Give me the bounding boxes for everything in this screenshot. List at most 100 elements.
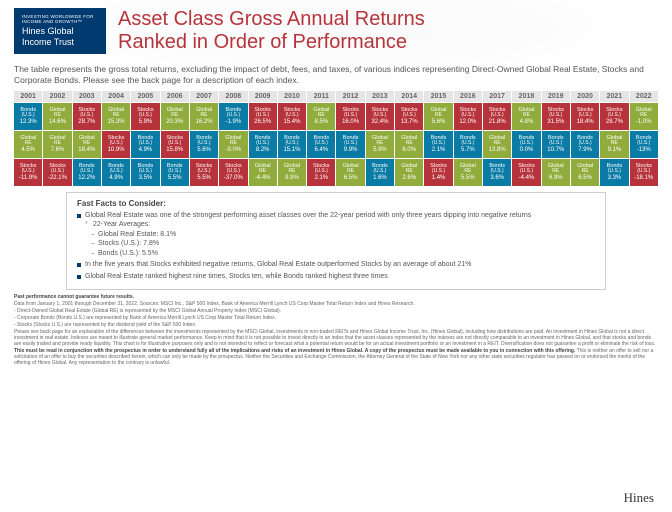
year-header: 2005 (131, 91, 159, 102)
grid-cell: GlobalRE2.6% (395, 159, 423, 186)
year-header: 2018 (512, 91, 540, 102)
fact-item: Global Real Estate was one of the strong… (77, 211, 595, 258)
grid-cell: GlobalRE-9.0% (219, 131, 247, 158)
grid-cell: Stocks(U.S.)21.8% (483, 103, 511, 130)
grid-cell: Bonds(U.S.)6.4% (307, 131, 335, 158)
grid-cell: Bonds(U.S.)15.1% (278, 131, 306, 158)
rank-row-3: Stocks(U.S.)-11.9%Stocks(U.S.)-22.1%Bond… (14, 159, 658, 186)
year-header: 2011 (307, 91, 335, 102)
grid-cell: Stocks(U.S.)-4.4% (512, 159, 540, 186)
fact-sub-item: Bonds (U.S.): 5.5% (91, 249, 595, 258)
year-header: 2015 (424, 91, 452, 102)
grid-cell: GlobalRE6.0% (395, 131, 423, 158)
facts-title: Fast Facts to Consider: (77, 199, 595, 208)
grid-cell: GlobalRE4.8% (512, 103, 540, 130)
facts-list: Global Real Estate was one of the strong… (77, 211, 595, 281)
grid-cell: GlobalRE9.1% (600, 131, 628, 158)
grid-cell: Bonds(U.S.)7.9% (571, 131, 599, 158)
grid-cell: GlobalRE6.5% (336, 159, 364, 186)
year-row: 2001200220032004200520062007200820092010… (14, 91, 658, 102)
brand-logo: INVESTING WORLDWIDE FOR INCOME AND GROWT… (14, 8, 106, 54)
logo-tagline: INVESTING WORLDWIDE FOR INCOME AND GROWT… (22, 14, 98, 24)
disc-p2: Please see back page for an explanation … (14, 329, 658, 347)
grid-cell: GlobalRE-4.4% (249, 159, 277, 186)
returns-grid: 2001200220032004200520062007200820092010… (0, 91, 672, 186)
disclaimer: Past performance cannot guarantee future… (0, 294, 672, 366)
grid-cell: GlobalRE15.3% (102, 103, 130, 130)
grid-cell: GlobalRE5.5% (454, 159, 482, 186)
page-title: Asset Class Gross Annual ReturnsRanked i… (118, 8, 425, 54)
grid-cell: Bonds(U.S.)3.6% (483, 159, 511, 186)
year-header: 2007 (190, 91, 218, 102)
year-header: 2020 (571, 91, 599, 102)
year-header: 2017 (483, 91, 511, 102)
fact-item: In the five years that Stocks exhibited … (77, 260, 595, 269)
grid-cell: Stocks(U.S.)32.4% (366, 103, 394, 130)
grid-cell: GlobalRE5.9% (366, 131, 394, 158)
grid-cell: Bonds(U.S.)3.3% (600, 159, 628, 186)
grid-cell: Bonds(U.S.)12.3% (14, 103, 42, 130)
rank-row-2: GlobalRE4.5%GlobalRE7.6%GlobalRE18.4% Sto… (14, 131, 658, 158)
grid-cell: Bonds(U.S.)-1.9% (219, 103, 247, 130)
fact-sub-header: 22-Year Averages: (85, 220, 595, 229)
grid-cell: Stocks(U.S.)2.1% (307, 159, 335, 186)
grid-cell: Bonds(U.S.)2.1% (424, 131, 452, 158)
year-header: 2013 (366, 91, 394, 102)
grid-cell: GlobalRE8.5% (307, 103, 335, 130)
year-header: 2008 (219, 91, 247, 102)
grid-cell: Bonds(U.S.)0.0% (512, 131, 540, 158)
grid-cell: Bonds(U.S.)3.5% (131, 159, 159, 186)
grid-cell: Bonds(U.S.)9.9% (336, 131, 364, 158)
grid-cell: GlobalRE7.6% (43, 131, 71, 158)
grid-cell: GlobalRE20.3% (161, 103, 189, 130)
grid-cell: Bonds(U.S.)1.6% (366, 159, 394, 186)
year-header: 2006 (161, 91, 189, 102)
logo-name: Hines Global Income Trust (22, 26, 98, 48)
grid-cell: Stocks(U.S.)31.5% (542, 103, 570, 130)
year-header: 2009 (249, 91, 277, 102)
disc-b3: - Stocks (Stocks U.S.) are represented b… (14, 322, 658, 328)
grid-cell: GlobalRE-1.0% (630, 103, 658, 130)
grid-cell: GlobalRE14.6% (43, 103, 71, 130)
grid-cell: Stocks(U.S.)18.4% (571, 103, 599, 130)
year-header: 2014 (395, 91, 423, 102)
grid-cell: Stocks(U.S.)13.7% (395, 103, 423, 130)
grid-cell: Bonds(U.S.)5.6% (190, 131, 218, 158)
year-header: 2001 (14, 91, 42, 102)
grid-cell: Stocks(U.S.)1.4% (424, 159, 452, 186)
grid-cell: Bonds(U.S.)5.5% (161, 159, 189, 186)
disc-b2: - Corporate Bonds (Bonds U.S.) are repre… (14, 315, 658, 321)
fast-facts-box: Fast Facts to Consider: Global Real Esta… (66, 192, 606, 290)
grid-cell: Bonds(U.S.)4.9% (131, 131, 159, 158)
grid-cell: Bonds(U.S.)12.2% (73, 159, 101, 186)
fact-item: Global Real Estate ranked highest nine t… (77, 272, 595, 281)
year-header: 2022 (630, 91, 658, 102)
grid-cell: Stocks(U.S.)-22.1% (43, 159, 71, 186)
grid-cell: GlobalRE13.8% (483, 131, 511, 158)
year-header: 2003 (73, 91, 101, 102)
disc-p1: Data from January 1, 2001 through Decemb… (14, 301, 658, 307)
grid-cell: Stocks(U.S.)-37.0% (219, 159, 247, 186)
grid-cell: Stocks(U.S.)5.9% (131, 103, 159, 130)
grid-cell: GlobalRE18.4% (73, 131, 101, 158)
fact-sub-item: Global Real Estate: 8.1% (91, 230, 595, 239)
grid-cell: Stocks(U.S.)28.7% (600, 103, 628, 130)
year-header: 2012 (336, 91, 364, 102)
grid-cell: Bonds(U.S.)8.2% (249, 131, 277, 158)
grid-cell: GlobalRE9.9% (278, 159, 306, 186)
grid-cell: GlobalRE4.5% (14, 131, 42, 158)
grid-cell: GlobalRE5.6% (424, 103, 452, 130)
year-header: 2002 (43, 91, 71, 102)
disc-bold1: Past performance cannot guarantee future… (14, 294, 134, 300)
grid-cell: Stocks(U.S.)12.0% (454, 103, 482, 130)
fact-sub-item: Stocks (U.S.): 7.8% (91, 239, 595, 248)
disc-b1: - Direct-Owned Global Real Estate (Globa… (14, 308, 658, 314)
grid-cell: Stocks(U.S.)15.8% (161, 131, 189, 158)
grid-cell: Bonds(U.S.)5.7% (454, 131, 482, 158)
year-header: 2010 (278, 91, 306, 102)
year-header: 2019 (542, 91, 570, 102)
grid-cell: Bonds(U.S.)-13% (630, 131, 658, 158)
grid-cell: Bonds(U.S.)10.7% (542, 131, 570, 158)
grid-cell: Stocks(U.S.)-18.1% (630, 159, 658, 186)
grid-cell: GlobalRE16.2% (190, 103, 218, 130)
